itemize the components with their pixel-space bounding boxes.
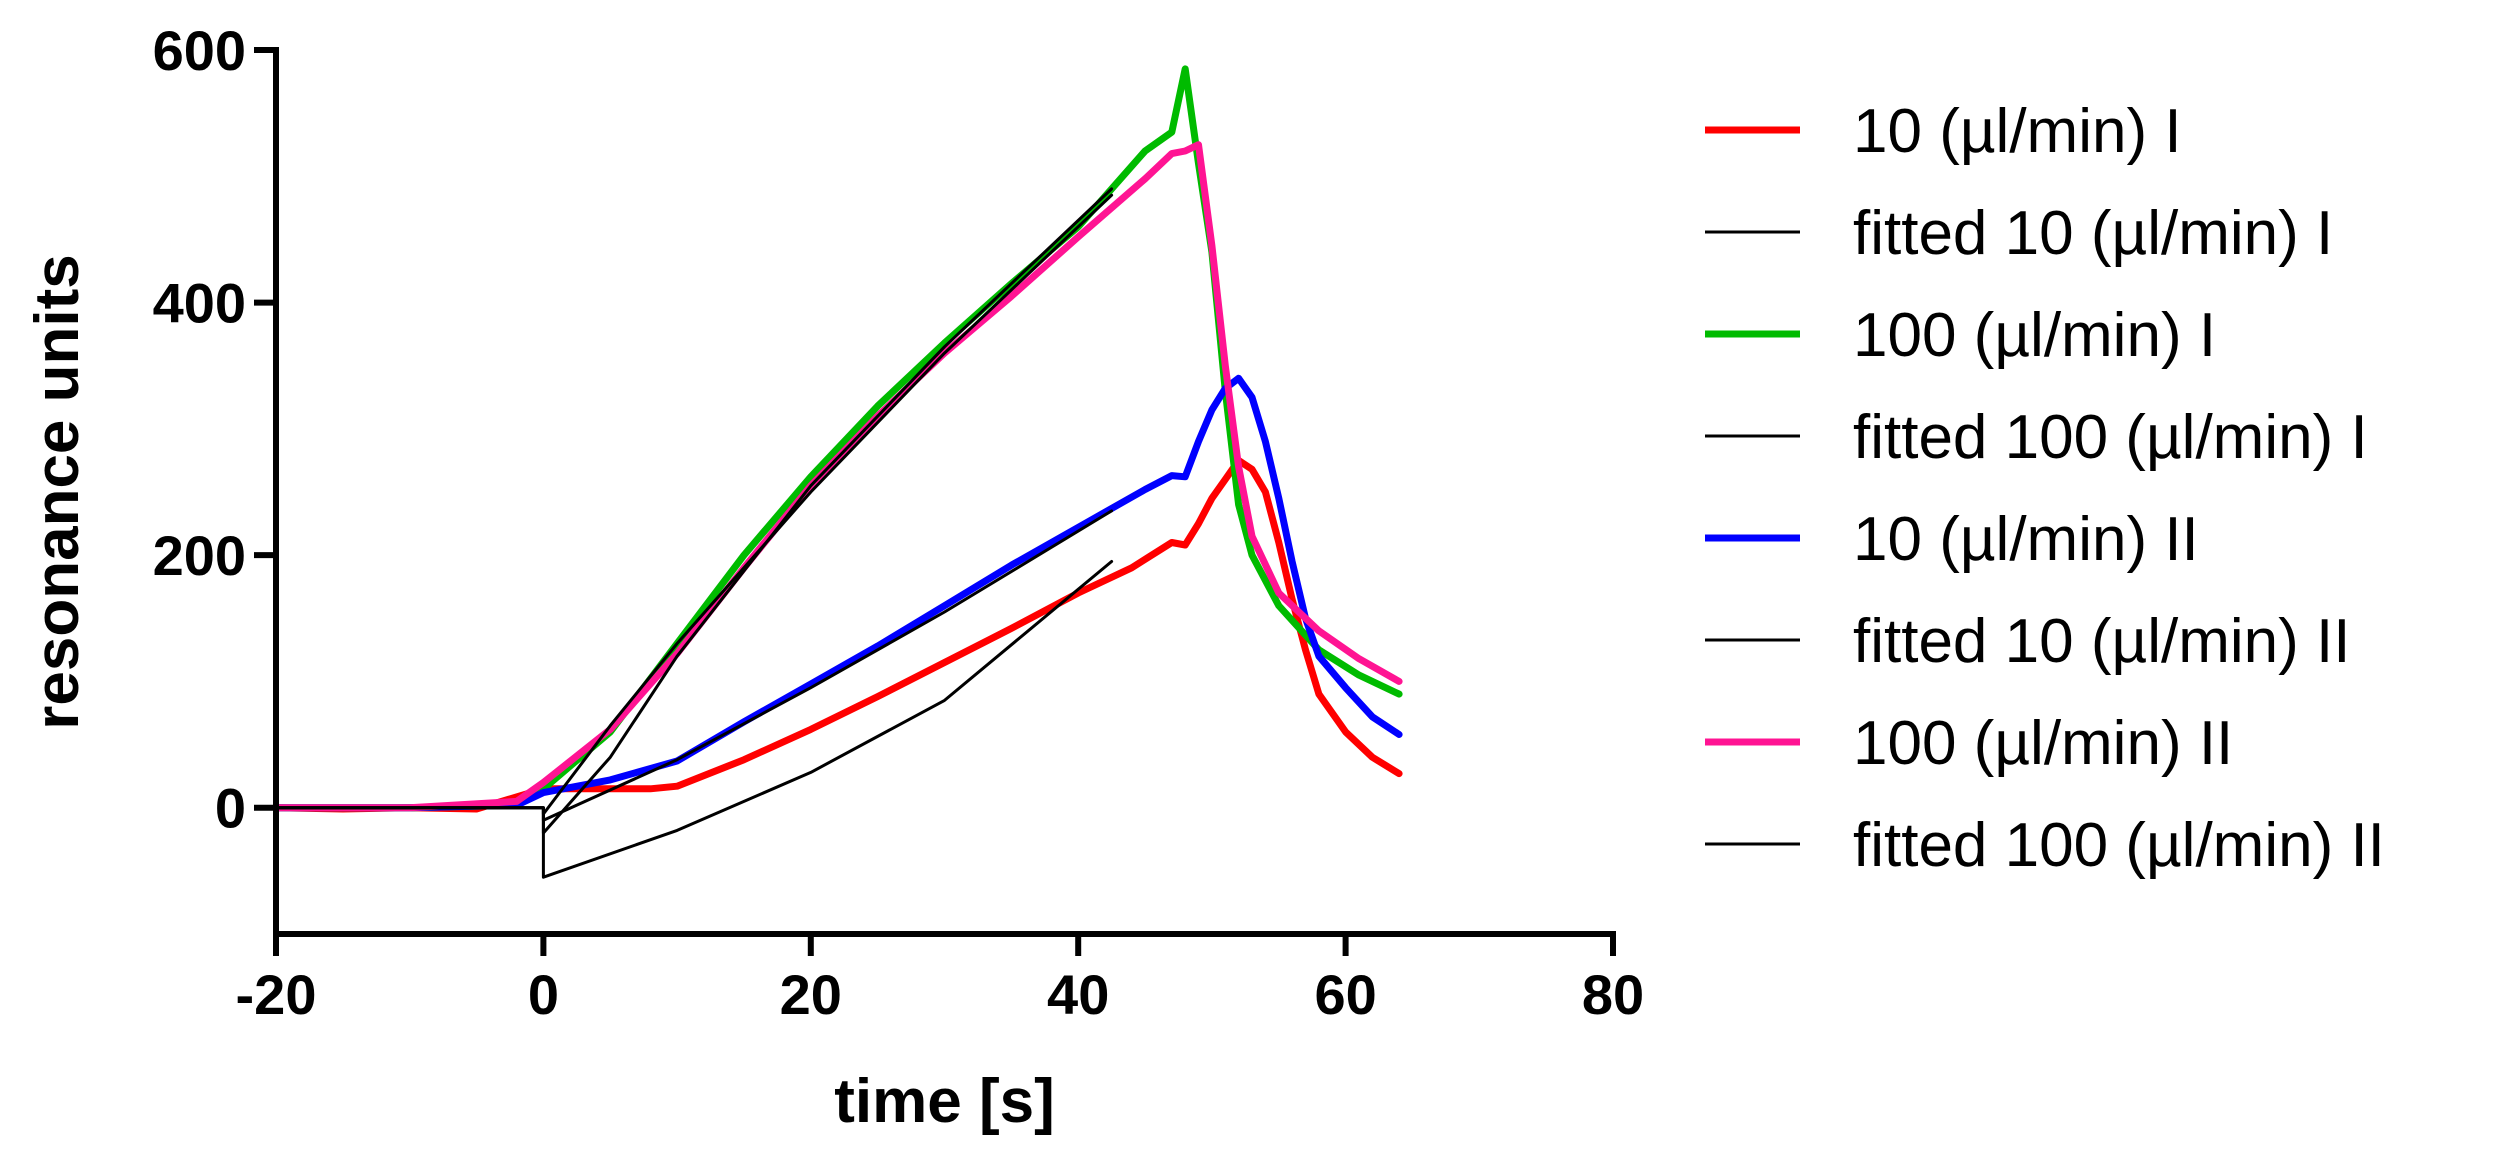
series-line-2: [274, 560, 1114, 879]
legend-label: fitted 10 (µl/min) II: [1853, 607, 2350, 676]
y-axis-title: resonance units: [23, 254, 92, 729]
series-line-3: [272, 65, 1403, 812]
series-layer: [272, 65, 1403, 879]
x-axis-title: time [s]: [834, 1067, 1054, 1136]
axes: [273, 47, 1616, 937]
legend-label: fitted 10 (µl/min) I: [1853, 199, 2333, 268]
x-tick-label: 80: [1582, 963, 1644, 1026]
y-tick-label: 200: [153, 524, 246, 587]
x-tick-label: 40: [1047, 963, 1109, 1026]
x-tick-label: 60: [1314, 963, 1376, 1026]
legend-label: 10 (µl/min) I: [1853, 97, 2182, 166]
y-tick-label: 600: [153, 19, 246, 82]
x-tick-label: 20: [780, 963, 842, 1026]
y-tick-label: 0: [215, 777, 246, 840]
x-tick-label: 0: [528, 963, 559, 1026]
legend-label: 100 (µl/min) II: [1853, 709, 2233, 778]
series-line-5: [272, 374, 1403, 812]
x-tick-label: -20: [236, 963, 317, 1026]
y-tick-label: 400: [153, 272, 246, 335]
legend-label: fitted 100 (µl/min) II: [1853, 811, 2385, 880]
series-line-8: [274, 193, 1114, 816]
legend-label: 10 (µl/min) II: [1853, 505, 2199, 574]
ticks: 0 200 400 600 -20 0 20 40 60 80: [153, 19, 1645, 1026]
series-line-4: [274, 187, 1114, 835]
legend-label: 100 (µl/min) I: [1853, 301, 2216, 370]
legend: 10 (µl/min) I fitted 10 (µl/min) I 100 (µl…: [1705, 97, 2385, 880]
legend-label: fitted 100 (µl/min) I: [1853, 403, 2368, 472]
